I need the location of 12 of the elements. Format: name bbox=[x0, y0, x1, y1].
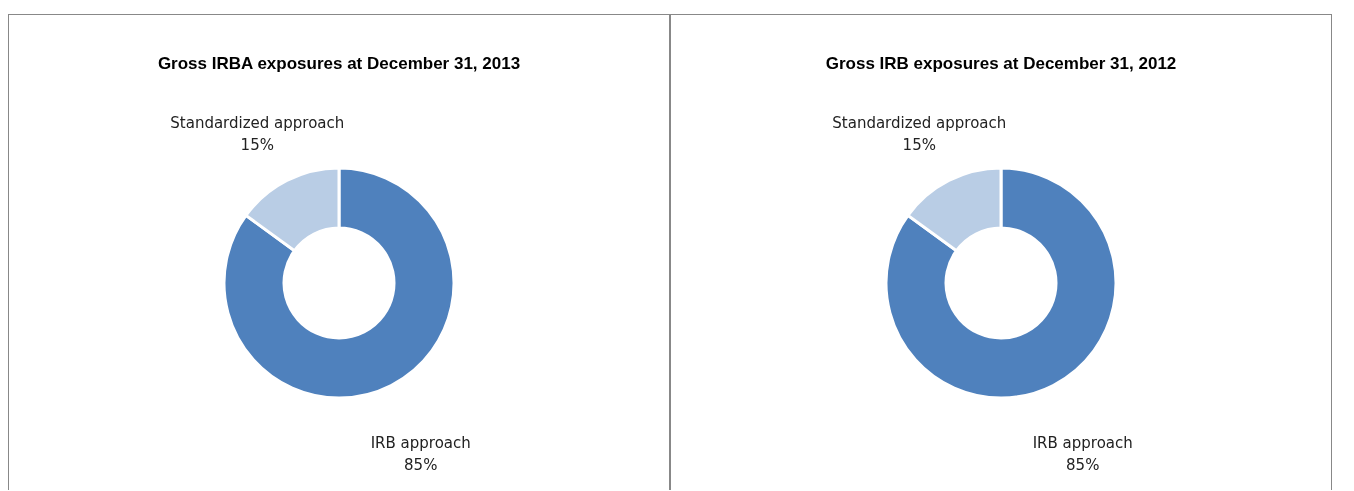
chart-title: Gross IRBA exposures at December 31, 2013 bbox=[157, 54, 521, 73]
slice-label: Standardized approach bbox=[832, 113, 1007, 132]
donut-slice bbox=[222, 166, 456, 400]
data-label: 15% bbox=[902, 135, 936, 154]
slice-label: IRB approach bbox=[370, 434, 471, 453]
data-label: 15% bbox=[240, 135, 274, 154]
donut-slice bbox=[884, 166, 1118, 400]
chart-title: Gross IRB exposures at December 31, 2012 bbox=[825, 54, 1177, 73]
data-label: 85% bbox=[404, 456, 438, 475]
slice-label: IRB approach bbox=[1032, 434, 1133, 453]
slice-label: Standardized approach bbox=[170, 113, 345, 132]
data-label: 85% bbox=[1066, 456, 1100, 475]
